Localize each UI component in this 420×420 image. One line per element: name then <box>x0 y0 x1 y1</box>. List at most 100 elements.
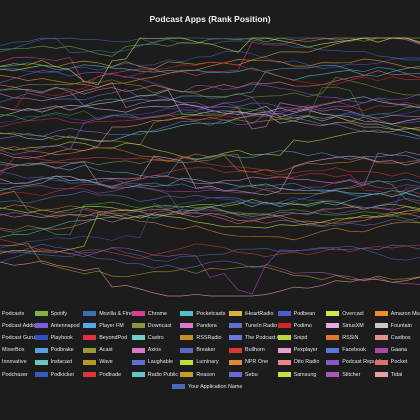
legend-label: Stitcher <box>342 371 361 378</box>
legend-label: Fountain <box>390 322 412 329</box>
legend-item: Otto Radio <box>277 358 319 367</box>
legend-swatch <box>326 311 340 316</box>
legend-label: NPR One <box>245 359 269 366</box>
legend-swatch <box>229 335 242 341</box>
legend-label: Sebu <box>245 371 258 378</box>
legend-item: Podbean <box>277 309 316 318</box>
legend-swatch <box>131 359 145 365</box>
legend-label: Podchaser <box>2 371 28 378</box>
legend-item: Podkicker <box>34 370 74 379</box>
texture-line <box>0 171 420 227</box>
texture-line <box>0 179 420 194</box>
legend-swatch <box>229 347 242 353</box>
legend-label: Chrome <box>147 310 167 317</box>
legend-label: Axios <box>147 347 161 354</box>
texture-line <box>0 155 420 196</box>
legend-label: Luminary <box>196 359 219 366</box>
legend-label: Overcast <box>342 310 364 317</box>
legend-label: Pocketcasts <box>196 310 226 317</box>
legend-swatch <box>326 347 340 353</box>
legend-swatch <box>34 359 48 365</box>
texture-line <box>0 50 420 73</box>
legend-item: The Podcast App <box>229 333 286 342</box>
legend-swatch <box>83 359 97 365</box>
legend-row: Podcast Addict Antennapod Player FM Downcas… <box>0 321 420 330</box>
texture-line <box>0 260 420 297</box>
legend-item: Innovative <box>0 358 27 367</box>
legend-item: Gaana <box>374 346 407 355</box>
legend-label: BeyondPod <box>99 334 128 341</box>
texture-line <box>0 113 420 140</box>
texture-line <box>0 151 420 188</box>
legend-label: Wave <box>99 359 113 366</box>
texture-line <box>0 199 420 214</box>
legend-row: Your Application Name <box>0 382 420 391</box>
legend-item: Pexplayer <box>277 346 318 355</box>
legend-swatch <box>34 347 48 353</box>
legend-label: Player FM <box>99 322 124 329</box>
texture-line <box>0 61 420 111</box>
legend-label: Podtrade <box>99 371 122 378</box>
legend-swatch <box>180 359 194 365</box>
legend-label: Amazon Music <box>390 310 420 317</box>
legend-label: Podimo <box>293 322 312 329</box>
texture-line <box>0 167 420 197</box>
texture-line <box>0 175 420 195</box>
legend-item: Axios <box>131 346 161 355</box>
texture-line <box>0 86 420 122</box>
legend-row: Innovative Instacast Wave Laughable Luminary… <box>0 358 420 367</box>
legend-swatch <box>374 372 388 377</box>
texture-line <box>0 106 420 124</box>
texture-line <box>0 146 420 173</box>
legend-item: Pocketcasts <box>180 309 225 318</box>
legend-swatch <box>374 347 388 353</box>
legend-swatch <box>180 323 194 329</box>
texture-line <box>0 101 420 128</box>
texture-line <box>0 37 420 61</box>
legend-label: Podcasts <box>2 310 25 317</box>
legend-swatch <box>277 323 291 329</box>
legend-swatch <box>374 335 388 341</box>
legend-item: Stitcher <box>326 370 360 379</box>
legend-label: Castro <box>147 334 164 341</box>
legend-swatch <box>34 323 48 329</box>
texture-line <box>0 177 420 192</box>
texture-line <box>0 150 420 178</box>
texture-line <box>0 76 420 99</box>
texture-line <box>0 242 420 281</box>
legend-swatch <box>277 335 291 341</box>
legend-label: Reason <box>196 371 215 378</box>
legend-item: Podimo <box>277 321 312 330</box>
texture-line <box>0 93 420 155</box>
legend-item: Pandora <box>180 321 217 330</box>
texture-line <box>0 115 420 146</box>
texture-line <box>0 155 420 178</box>
legend-item: RSSRadio <box>180 333 222 342</box>
legend-swatch <box>326 335 340 341</box>
legend-item: TuneIn Radio <box>229 321 277 330</box>
legend-label: Laughable <box>147 359 173 366</box>
legend-item: Fountain <box>374 321 412 330</box>
legend-label: Podbean <box>293 310 316 317</box>
legend-label: iHeartRadio <box>245 310 274 317</box>
legend-item: Spotify <box>34 309 67 318</box>
texture-line <box>0 190 420 206</box>
texture-line <box>0 37 420 86</box>
chart-title: Podcast Apps (Rank Position) <box>149 14 271 24</box>
legend-item: RSSiN <box>326 333 358 342</box>
legend-label: Instacast <box>50 359 73 366</box>
legend-swatch <box>131 311 145 316</box>
texture-line <box>0 110 420 159</box>
legend-label: Pandora <box>196 322 217 329</box>
legend-label: Radio Public <box>147 371 179 378</box>
legend-label: Your Application Name <box>188 383 243 390</box>
legend-swatch <box>83 311 97 316</box>
legend-swatch <box>374 359 388 365</box>
legend-swatch <box>277 359 291 365</box>
legend-swatch <box>180 335 194 341</box>
texture-line <box>0 204 420 241</box>
legend-item: Mozilla & Firefox <box>83 309 139 318</box>
legend-swatch <box>180 347 194 353</box>
texture-line <box>0 187 420 249</box>
legend-item: SiriusXM <box>326 321 364 330</box>
